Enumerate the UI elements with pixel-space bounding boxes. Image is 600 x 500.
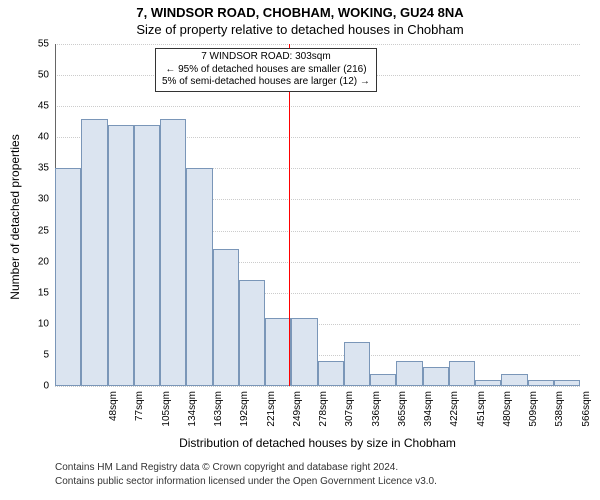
x-tick-label: 163sqm [213, 391, 224, 441]
x-tick-label: 48sqm [108, 391, 119, 441]
x-tick-label: 509sqm [528, 391, 539, 441]
y-tick-label: 0 [27, 381, 49, 392]
histogram-bar [239, 280, 265, 386]
gridline [55, 44, 580, 46]
x-tick-label: 221sqm [266, 391, 277, 441]
x-tick-label: 566sqm [581, 391, 592, 441]
histogram-bar [318, 361, 344, 386]
y-tick-label: 30 [27, 194, 49, 205]
histogram-bar [186, 168, 212, 386]
y-axis-label: Number of detached properties [8, 117, 22, 317]
x-tick-label: 480sqm [502, 391, 513, 441]
histogram-bar [396, 361, 422, 386]
histogram-bar [55, 168, 81, 386]
y-tick-label: 25 [27, 225, 49, 236]
footer-line-1: Contains HM Land Registry data © Crown c… [55, 462, 398, 473]
x-tick-label: 422sqm [449, 391, 460, 441]
x-tick-label: 278sqm [318, 391, 329, 441]
x-tick-label: 77sqm [134, 391, 145, 441]
x-tick-label: 394sqm [423, 391, 434, 441]
y-tick-label: 35 [27, 163, 49, 174]
y-tick-label: 55 [27, 39, 49, 50]
footer-line-2: Contains public sector information licen… [55, 476, 437, 487]
histogram-bar [134, 125, 160, 386]
histogram-bar [213, 249, 239, 386]
histogram-bar [475, 380, 501, 386]
annotation-box: 7 WINDSOR ROAD: 303sqm ← 95% of detached… [155, 48, 377, 92]
histogram-bar [81, 119, 107, 386]
histogram-bar [501, 374, 527, 386]
annotation-line-2: ← 95% of detached houses are smaller (21… [162, 64, 370, 77]
histogram-bar [423, 367, 449, 386]
y-tick-label: 50 [27, 70, 49, 81]
y-tick-label: 5 [27, 349, 49, 360]
histogram-bar [265, 318, 291, 386]
chart-title-sub: Size of property relative to detached ho… [0, 22, 600, 37]
x-tick-label: 192sqm [239, 391, 250, 441]
y-tick-label: 45 [27, 101, 49, 112]
gridline [55, 386, 580, 388]
histogram-bar [370, 374, 396, 386]
annotation-line-1: 7 WINDSOR ROAD: 303sqm [162, 51, 370, 64]
histogram-bar [291, 318, 317, 386]
annotation-line-3: 5% of semi-detached houses are larger (1… [162, 76, 370, 89]
y-tick-label: 10 [27, 318, 49, 329]
y-tick-label: 15 [27, 287, 49, 298]
x-tick-label: 249sqm [292, 391, 303, 441]
x-tick-label: 134sqm [187, 391, 198, 441]
histogram-bar [160, 119, 186, 386]
y-tick-label: 40 [27, 132, 49, 143]
histogram-bar [344, 342, 370, 386]
plot-area [55, 44, 580, 386]
x-tick-label: 336sqm [371, 391, 382, 441]
histogram-bar [528, 380, 554, 386]
x-tick-label: 365sqm [397, 391, 408, 441]
gridline [55, 106, 580, 108]
x-tick-label: 451sqm [476, 391, 487, 441]
x-tick-label: 105sqm [161, 391, 172, 441]
x-tick-label: 307sqm [344, 391, 355, 441]
x-tick-label: 538sqm [554, 391, 565, 441]
marker-line [289, 44, 290, 386]
histogram-bar [108, 125, 134, 386]
histogram-bar [449, 361, 475, 386]
histogram-bar [554, 380, 580, 386]
y-tick-label: 20 [27, 256, 49, 267]
chart-title-main: 7, WINDSOR ROAD, CHOBHAM, WOKING, GU24 8… [0, 5, 600, 20]
